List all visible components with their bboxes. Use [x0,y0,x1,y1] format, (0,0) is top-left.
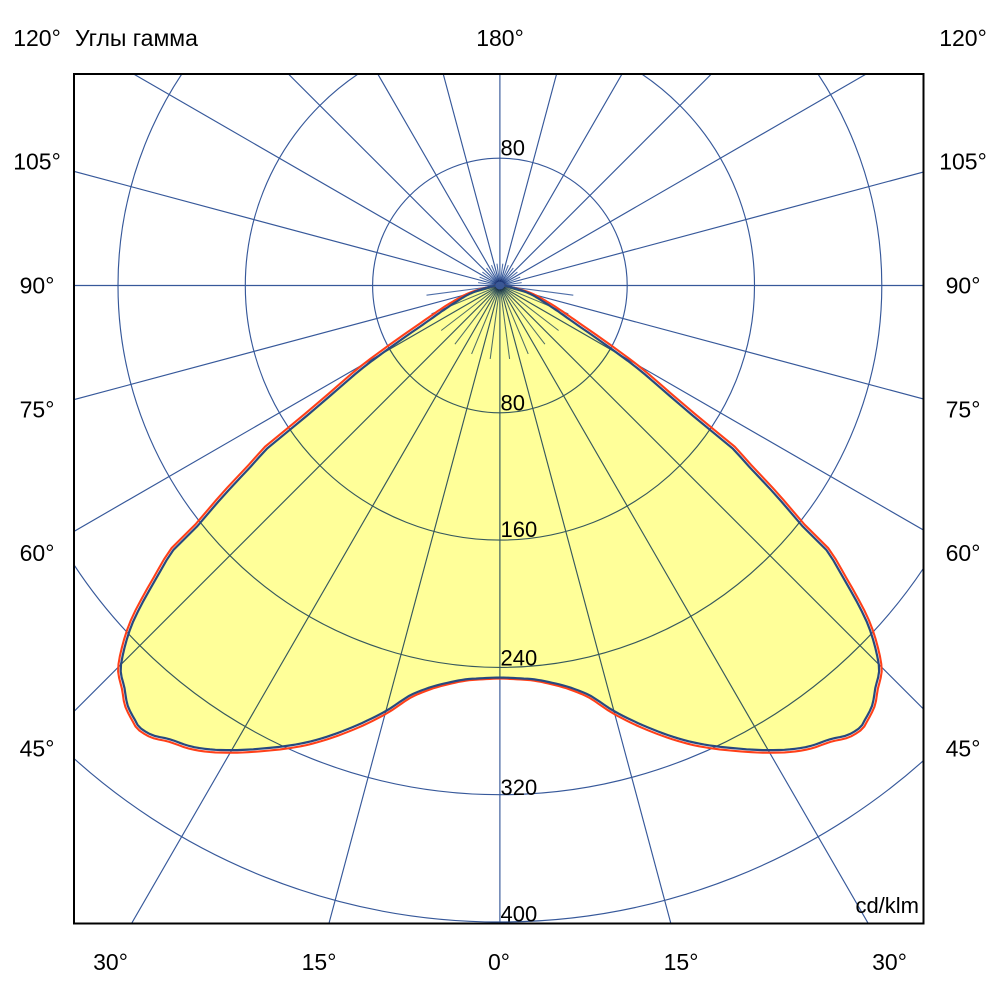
svg-text:0°: 0° [488,949,510,975]
svg-text:400: 400 [501,902,538,927]
svg-text:45°: 45° [946,736,981,762]
svg-text:45°: 45° [20,736,55,762]
svg-text:75°: 75° [20,397,55,423]
svg-text:80: 80 [501,136,525,161]
svg-text:90°: 90° [20,273,55,299]
svg-text:30°: 30° [872,949,907,975]
svg-text:30°: 30° [93,949,128,975]
svg-text:105°: 105° [939,148,987,174]
svg-text:105°: 105° [13,148,61,174]
svg-text:80: 80 [501,391,525,416]
svg-text:180°: 180° [476,25,524,51]
svg-text:160: 160 [501,517,538,542]
svg-text:90°: 90° [946,273,981,299]
svg-text:240: 240 [501,646,538,671]
svg-text:15°: 15° [302,949,337,975]
svg-text:320: 320 [501,775,538,800]
svg-text:120°: 120° [13,25,61,51]
svg-text:120°: 120° [939,25,987,51]
svg-text:Углы гамма: Углы гамма [75,25,198,51]
svg-text:15°: 15° [664,949,699,975]
svg-text:75°: 75° [946,397,981,423]
svg-text:60°: 60° [20,540,55,566]
svg-text:cd/klm: cd/klm [855,893,919,918]
svg-text:60°: 60° [946,540,981,566]
